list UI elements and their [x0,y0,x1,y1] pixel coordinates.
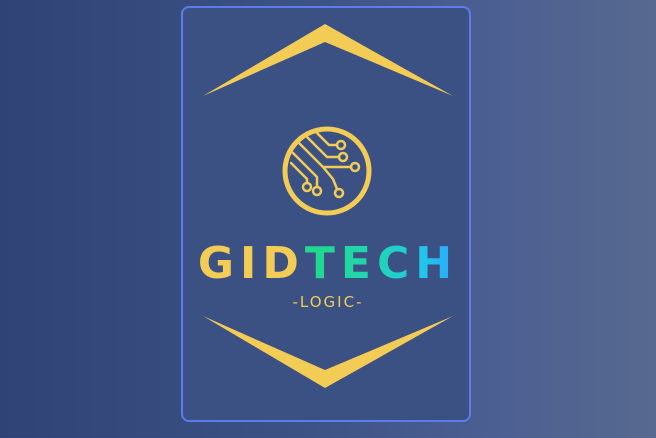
circuit-emblem-icon [282,126,372,216]
bottom-chevron-ornament [203,316,453,388]
logo-card: GIDTECH -LOGIC- [181,6,471,422]
brand-part-tech: TECH [304,238,459,289]
brand-wordmark: GIDTECH [183,234,473,294]
brand-part-gid: GID [197,238,305,289]
top-chevron-ornament [203,24,453,96]
brand-tagline: -LOGIC- [292,293,364,311]
